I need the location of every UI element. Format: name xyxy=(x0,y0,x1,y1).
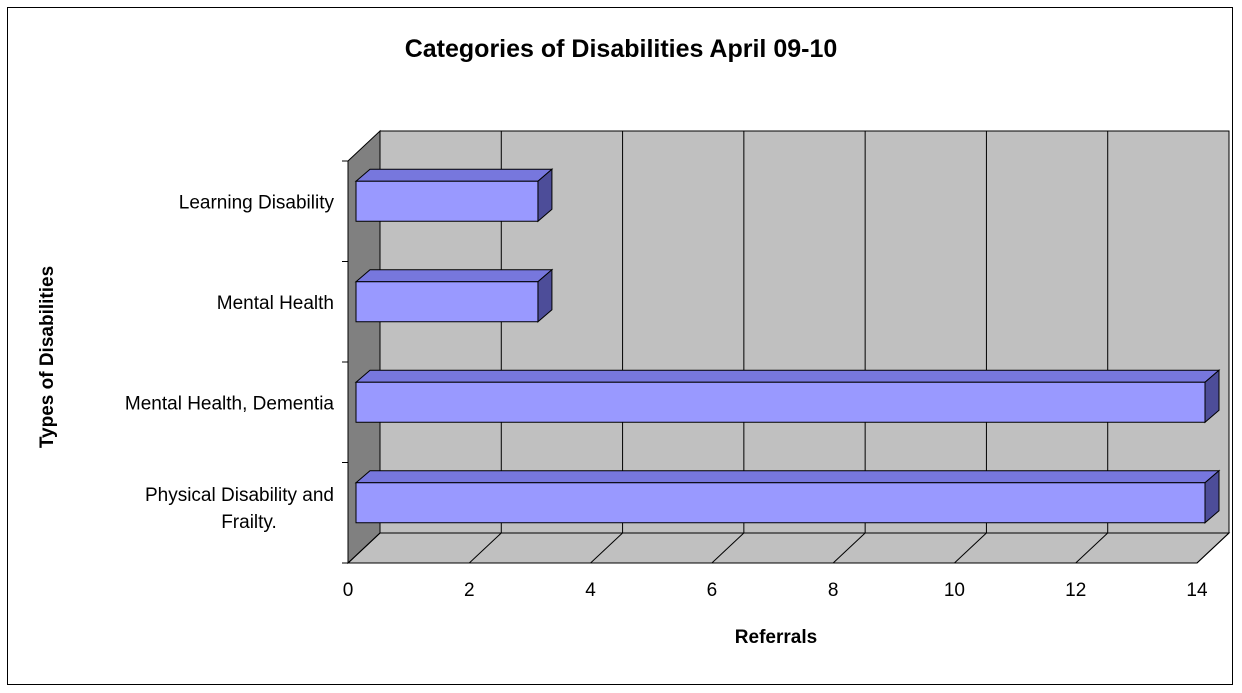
x-tick-label: 4 xyxy=(585,580,596,601)
bar-front xyxy=(355,180,539,222)
bar xyxy=(354,268,554,323)
floor-gridline xyxy=(1196,532,1230,564)
bar-top xyxy=(354,470,1221,484)
x-tick-label: 8 xyxy=(828,580,839,601)
x-tick-label: 12 xyxy=(1065,580,1086,601)
y-category-label: Mental Health xyxy=(217,293,334,314)
x-tick-label: 2 xyxy=(464,580,475,601)
x-tick-label: 14 xyxy=(1186,580,1208,601)
y-category-label: Learning Disability xyxy=(179,192,335,213)
bar-top xyxy=(354,369,1221,383)
floor-gridline xyxy=(347,532,381,564)
bar-front xyxy=(355,381,1206,423)
floor xyxy=(346,532,1231,564)
floor-gridline xyxy=(711,532,745,564)
floor-gridline xyxy=(468,532,502,564)
bar xyxy=(354,168,554,223)
bar-top xyxy=(354,168,554,182)
bar-front xyxy=(355,482,1206,524)
y-category-label: Mental Health, Dementia xyxy=(125,393,335,414)
bar-top xyxy=(354,269,554,283)
floor-gridline xyxy=(590,532,623,564)
floor-gridline xyxy=(954,532,987,564)
bar xyxy=(354,469,1221,524)
floor-gridline xyxy=(1075,532,1109,564)
y-axis-title: Types of Disabilities xyxy=(37,266,58,448)
x-tick-label: 10 xyxy=(944,580,965,601)
x-tick-label: 0 xyxy=(343,580,354,601)
bar-front xyxy=(355,281,539,323)
x-axis-title: Referrals xyxy=(735,627,817,648)
y-category-label: Physical Disability and Frailty. xyxy=(145,485,334,533)
chart-title: Categories of Disabilities April 09-10 xyxy=(405,35,838,63)
floor-gridline xyxy=(832,532,866,564)
bar xyxy=(354,369,1221,424)
x-tick-label: 6 xyxy=(707,580,718,601)
